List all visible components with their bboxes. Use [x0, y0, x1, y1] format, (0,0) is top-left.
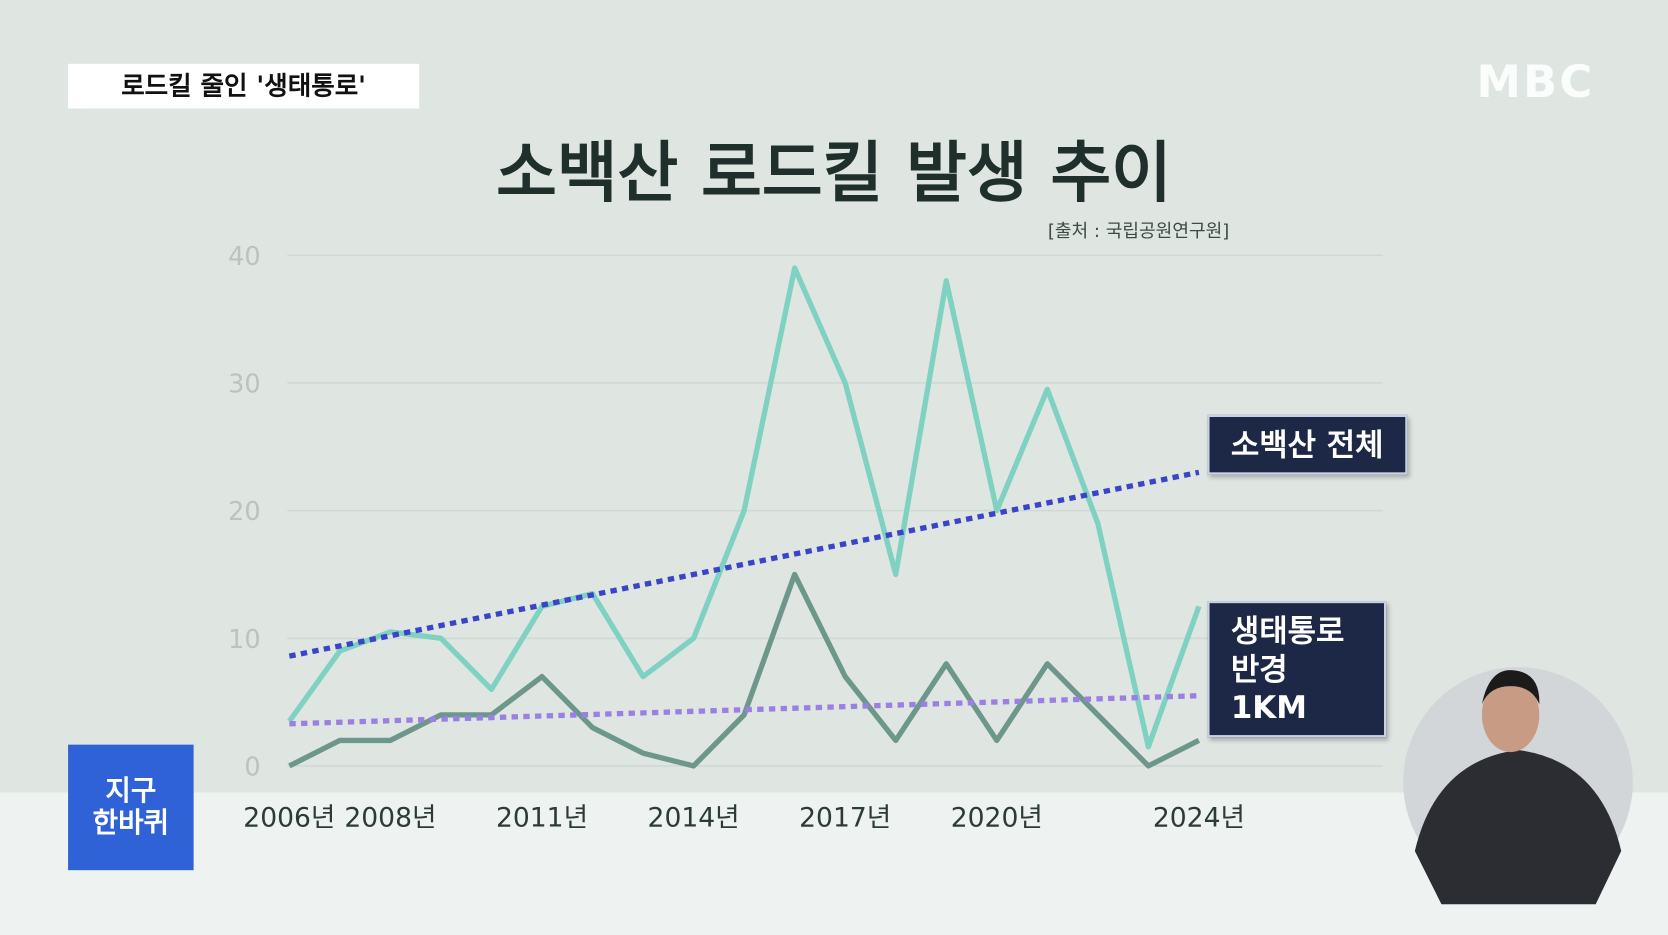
- x-tick-label: 2008년: [344, 803, 436, 834]
- series-line: [287, 265, 1202, 750]
- interpreter: [1403, 667, 1633, 905]
- x-tick-label: 2006년: [243, 803, 335, 834]
- y-tick-label: 0: [244, 753, 260, 783]
- logo: MBC: [1476, 55, 1595, 108]
- x-tick-label: 2024년: [1153, 803, 1245, 834]
- y-tick-label: 30: [228, 370, 260, 400]
- floor: [0, 792, 1668, 935]
- legend-entry: 소백산 전체: [1207, 414, 1407, 475]
- x-tick-label: 2011년: [496, 803, 588, 834]
- y-tick-label: 40: [228, 242, 260, 272]
- x-tick-label: 2020년: [951, 803, 1043, 834]
- chart-title: 소백산 로드킬 발생 추이: [496, 134, 1172, 212]
- series-line: [288, 571, 1201, 769]
- news-tag: 로드킬 줄인 '생태통로': [68, 63, 420, 109]
- y-tick-label: 10: [228, 625, 260, 655]
- interpreter-hair: [1481, 670, 1540, 705]
- trend-line: [288, 469, 1200, 659]
- x-tick-label: 2017년: [799, 803, 891, 834]
- program-badge: 지구 한바퀴: [68, 744, 194, 871]
- interpreter-body: [1414, 749, 1622, 905]
- source: [출처 : 국립공원연구원]: [1047, 221, 1230, 243]
- legend-entry: 생태통로 반경 1KM: [1207, 601, 1387, 738]
- y-tick-label: 20: [228, 497, 260, 527]
- x-tick-label: 2014년: [648, 803, 740, 834]
- interpreter-face: [1481, 677, 1540, 753]
